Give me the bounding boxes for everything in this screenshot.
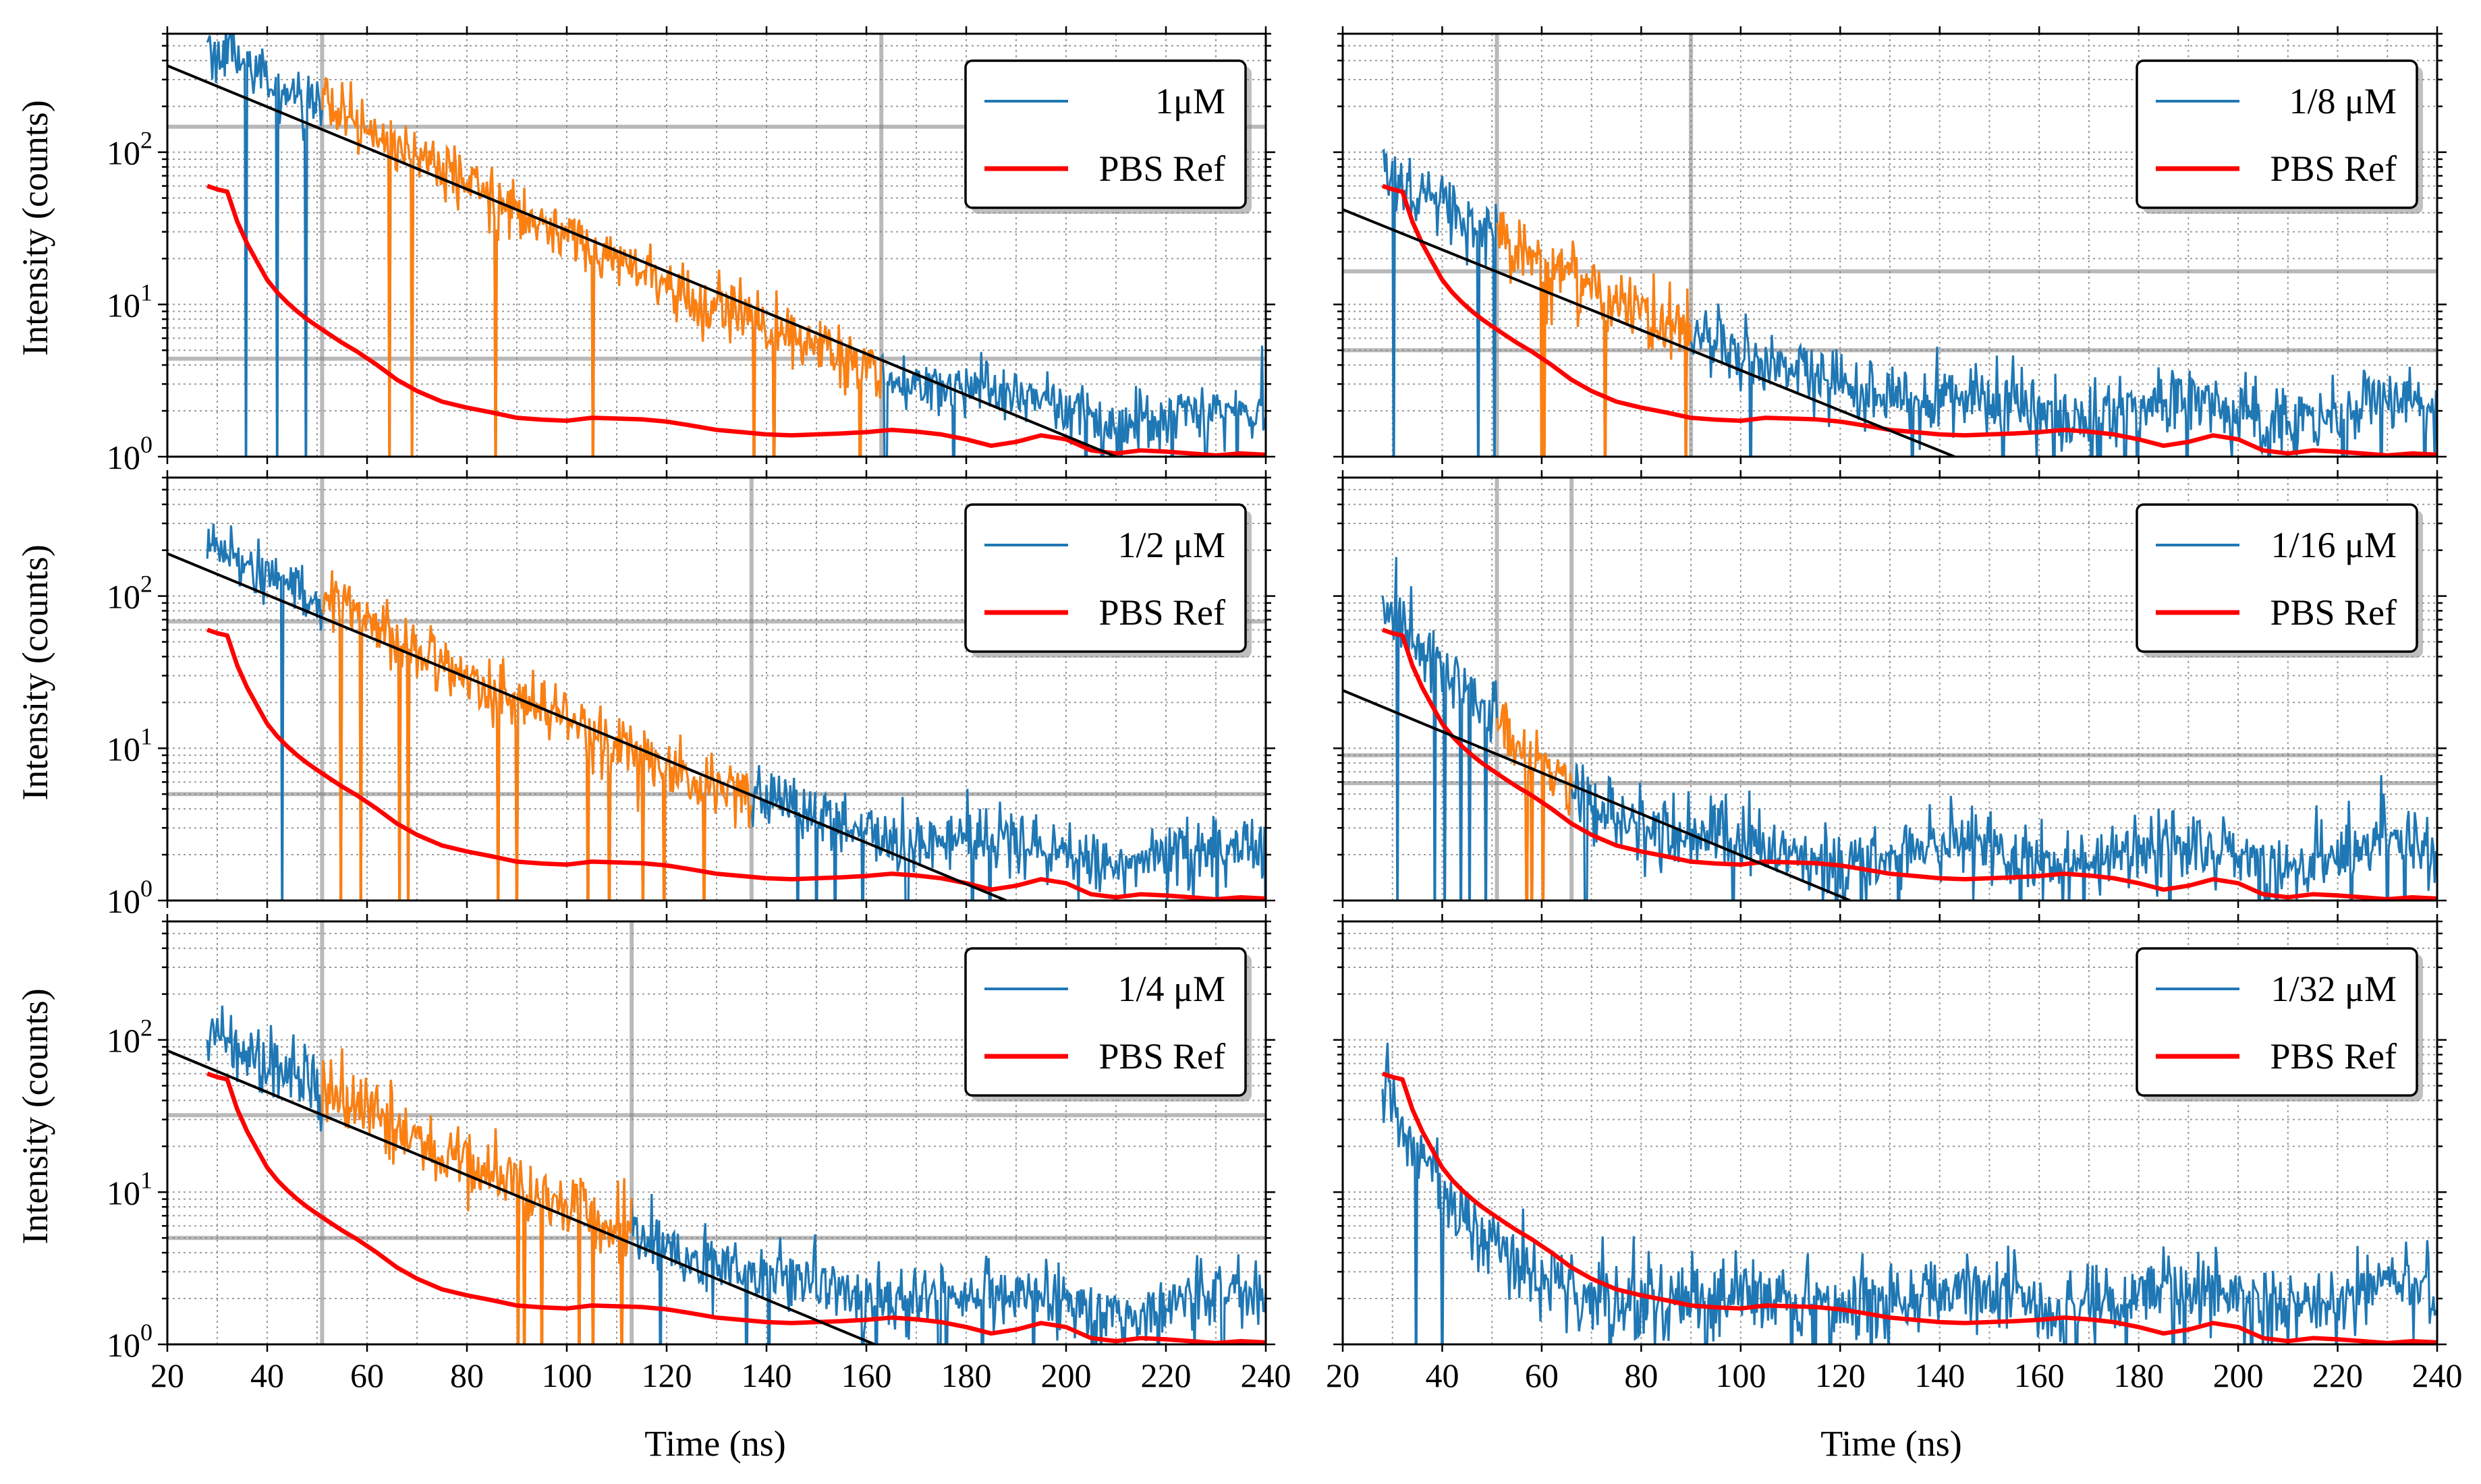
- legend: 1μM PBS Ref: [964, 59, 1252, 214]
- x-tick-label: 160: [841, 1357, 892, 1394]
- x-tick-label: 80: [450, 1357, 484, 1394]
- y-axis-label-bottom: Intensity (counts): [15, 988, 55, 1244]
- x-axis-label-left: Time (ns): [644, 1423, 786, 1464]
- fit-line: [167, 1049, 879, 1344]
- x-tick-label: 160: [2014, 1357, 2065, 1394]
- fit-window-line: [321, 570, 753, 901]
- x-tick-label: 100: [1715, 1357, 1766, 1394]
- panel-bottom-right: 20 40 60 80 100 120 140 160 180 200 220 240 1/32 μM P…: [1326, 914, 2463, 1394]
- legend-label: 1/2 μM: [1118, 525, 1225, 565]
- panel-top-right: 1/8 μM PBS Ref: [1333, 26, 2447, 464]
- y-axis-label-top: Intensity (counts): [15, 100, 55, 355]
- y-tick-label: 101: [107, 279, 152, 324]
- y-tick-label: 102: [107, 571, 152, 616]
- reference-line: [1381, 183, 2437, 457]
- x-tick-label: 60: [1525, 1357, 1559, 1394]
- legend: 1/4 μM PBS Ref: [964, 947, 1252, 1102]
- y-tick-label: 100: [107, 431, 152, 476]
- legend-label: 1/16 μM: [2271, 525, 2397, 565]
- legend-label: PBS Ref: [2270, 1036, 2397, 1077]
- data-traces: [1343, 556, 2437, 901]
- x-tick-label: 40: [250, 1357, 284, 1394]
- data-traces: [1381, 1042, 2437, 1344]
- panel-bottom-left: 20 40 60 80 100 120 140 160 180 200 220 240 100 101 10…: [107, 914, 1291, 1394]
- axes-frame: [166, 476, 1267, 902]
- data-traces: [167, 34, 1266, 457]
- x-tick-label: 200: [2213, 1357, 2264, 1394]
- x-tick-label: 240: [1241, 1357, 1291, 1394]
- reference-line: [206, 1071, 1266, 1344]
- axes-frame: [166, 920, 1267, 1346]
- grid: [1342, 921, 2438, 1345]
- panel-middle-right: 1/16 μM PBS Ref: [1333, 470, 2447, 908]
- y-axis-label-middle: Intensity (counts): [15, 544, 55, 800]
- x-tick-label: 220: [1141, 1357, 1192, 1394]
- x-tick-label: 140: [1914, 1357, 1965, 1394]
- data-traces: [167, 1005, 1266, 1344]
- legend-label: 1μM: [1155, 81, 1225, 121]
- data-traces: [167, 523, 1266, 901]
- legend-label: 1/8 μM: [2289, 81, 2397, 121]
- y-tick-label: 101: [107, 722, 152, 768]
- x-tick-label: 180: [2113, 1357, 2164, 1394]
- axes-frame: [1341, 920, 2438, 1346]
- x-tick-label: 140: [742, 1357, 792, 1394]
- y-tick-label: 100: [107, 1319, 152, 1364]
- legend-label: PBS Ref: [1098, 148, 1225, 189]
- x-tick-label: 200: [1041, 1357, 1092, 1394]
- axes-frame: [1341, 32, 2438, 458]
- x-tick-label: 100: [542, 1357, 592, 1394]
- x-tick-label: 20: [1326, 1357, 1360, 1394]
- x-tick-label: 60: [350, 1357, 384, 1394]
- x-tick-label: 80: [1624, 1357, 1658, 1394]
- reference-line: [1381, 1071, 2437, 1344]
- series-line: [1381, 1042, 2437, 1344]
- y-tick-label: 101: [107, 1166, 152, 1211]
- y-tick-label: 102: [107, 127, 152, 172]
- reference-line: [206, 183, 1266, 457]
- x-tick-label: 40: [1425, 1357, 1459, 1394]
- fit-window-line: [1496, 211, 1692, 457]
- panel-top-left: 100 101 102 1μM PBS Ref: [107, 26, 1275, 476]
- x-tick-label: 120: [642, 1357, 692, 1394]
- y-tick-label: 102: [107, 1015, 152, 1060]
- guide-lines: [167, 921, 1266, 1344]
- fit-window-line: [1496, 702, 1573, 901]
- fit-line: [1343, 208, 1955, 457]
- legend-label: 1/4 μM: [1118, 969, 1225, 1009]
- x-tick-label: 220: [2312, 1357, 2363, 1394]
- x-tick-label: 20: [150, 1357, 184, 1394]
- legend: 1/2 μM PBS Ref: [964, 503, 1252, 658]
- y-tick-label: 100: [107, 875, 152, 920]
- legend-label: PBS Ref: [2270, 148, 2397, 189]
- fit-line: [1343, 689, 1851, 901]
- legend-label: 1/32 μM: [2271, 969, 2397, 1009]
- x-axis-label-right: Time (ns): [1820, 1423, 1962, 1464]
- reference-line: [206, 627, 1266, 901]
- panel-middle-left: 100 101 102 1/2 μM PBS Ref: [107, 470, 1275, 920]
- fit-window-line: [320, 76, 883, 457]
- fit-line: [167, 64, 1117, 457]
- data-traces: [1343, 148, 2437, 457]
- legend-label: PBS Ref: [2270, 592, 2397, 633]
- x-tick-label: 120: [1815, 1357, 1866, 1394]
- x-tick-label: 180: [941, 1357, 992, 1394]
- legend-label: PBS Ref: [1098, 592, 1225, 633]
- legend: 1/32 μM PBS Ref: [2136, 947, 2423, 1102]
- legend: 1/16 μM PBS Ref: [2136, 503, 2423, 658]
- x-tick-label: 240: [2412, 1357, 2463, 1394]
- fit-line: [167, 552, 1007, 901]
- legend: 1/8 μM PBS Ref: [2136, 59, 2423, 214]
- axes-frame: [166, 32, 1267, 458]
- axes-frame: [1341, 476, 2438, 902]
- guide-lines: [1343, 34, 2437, 457]
- reference-line: [1381, 627, 2437, 901]
- legend-label: PBS Ref: [1098, 1036, 1225, 1077]
